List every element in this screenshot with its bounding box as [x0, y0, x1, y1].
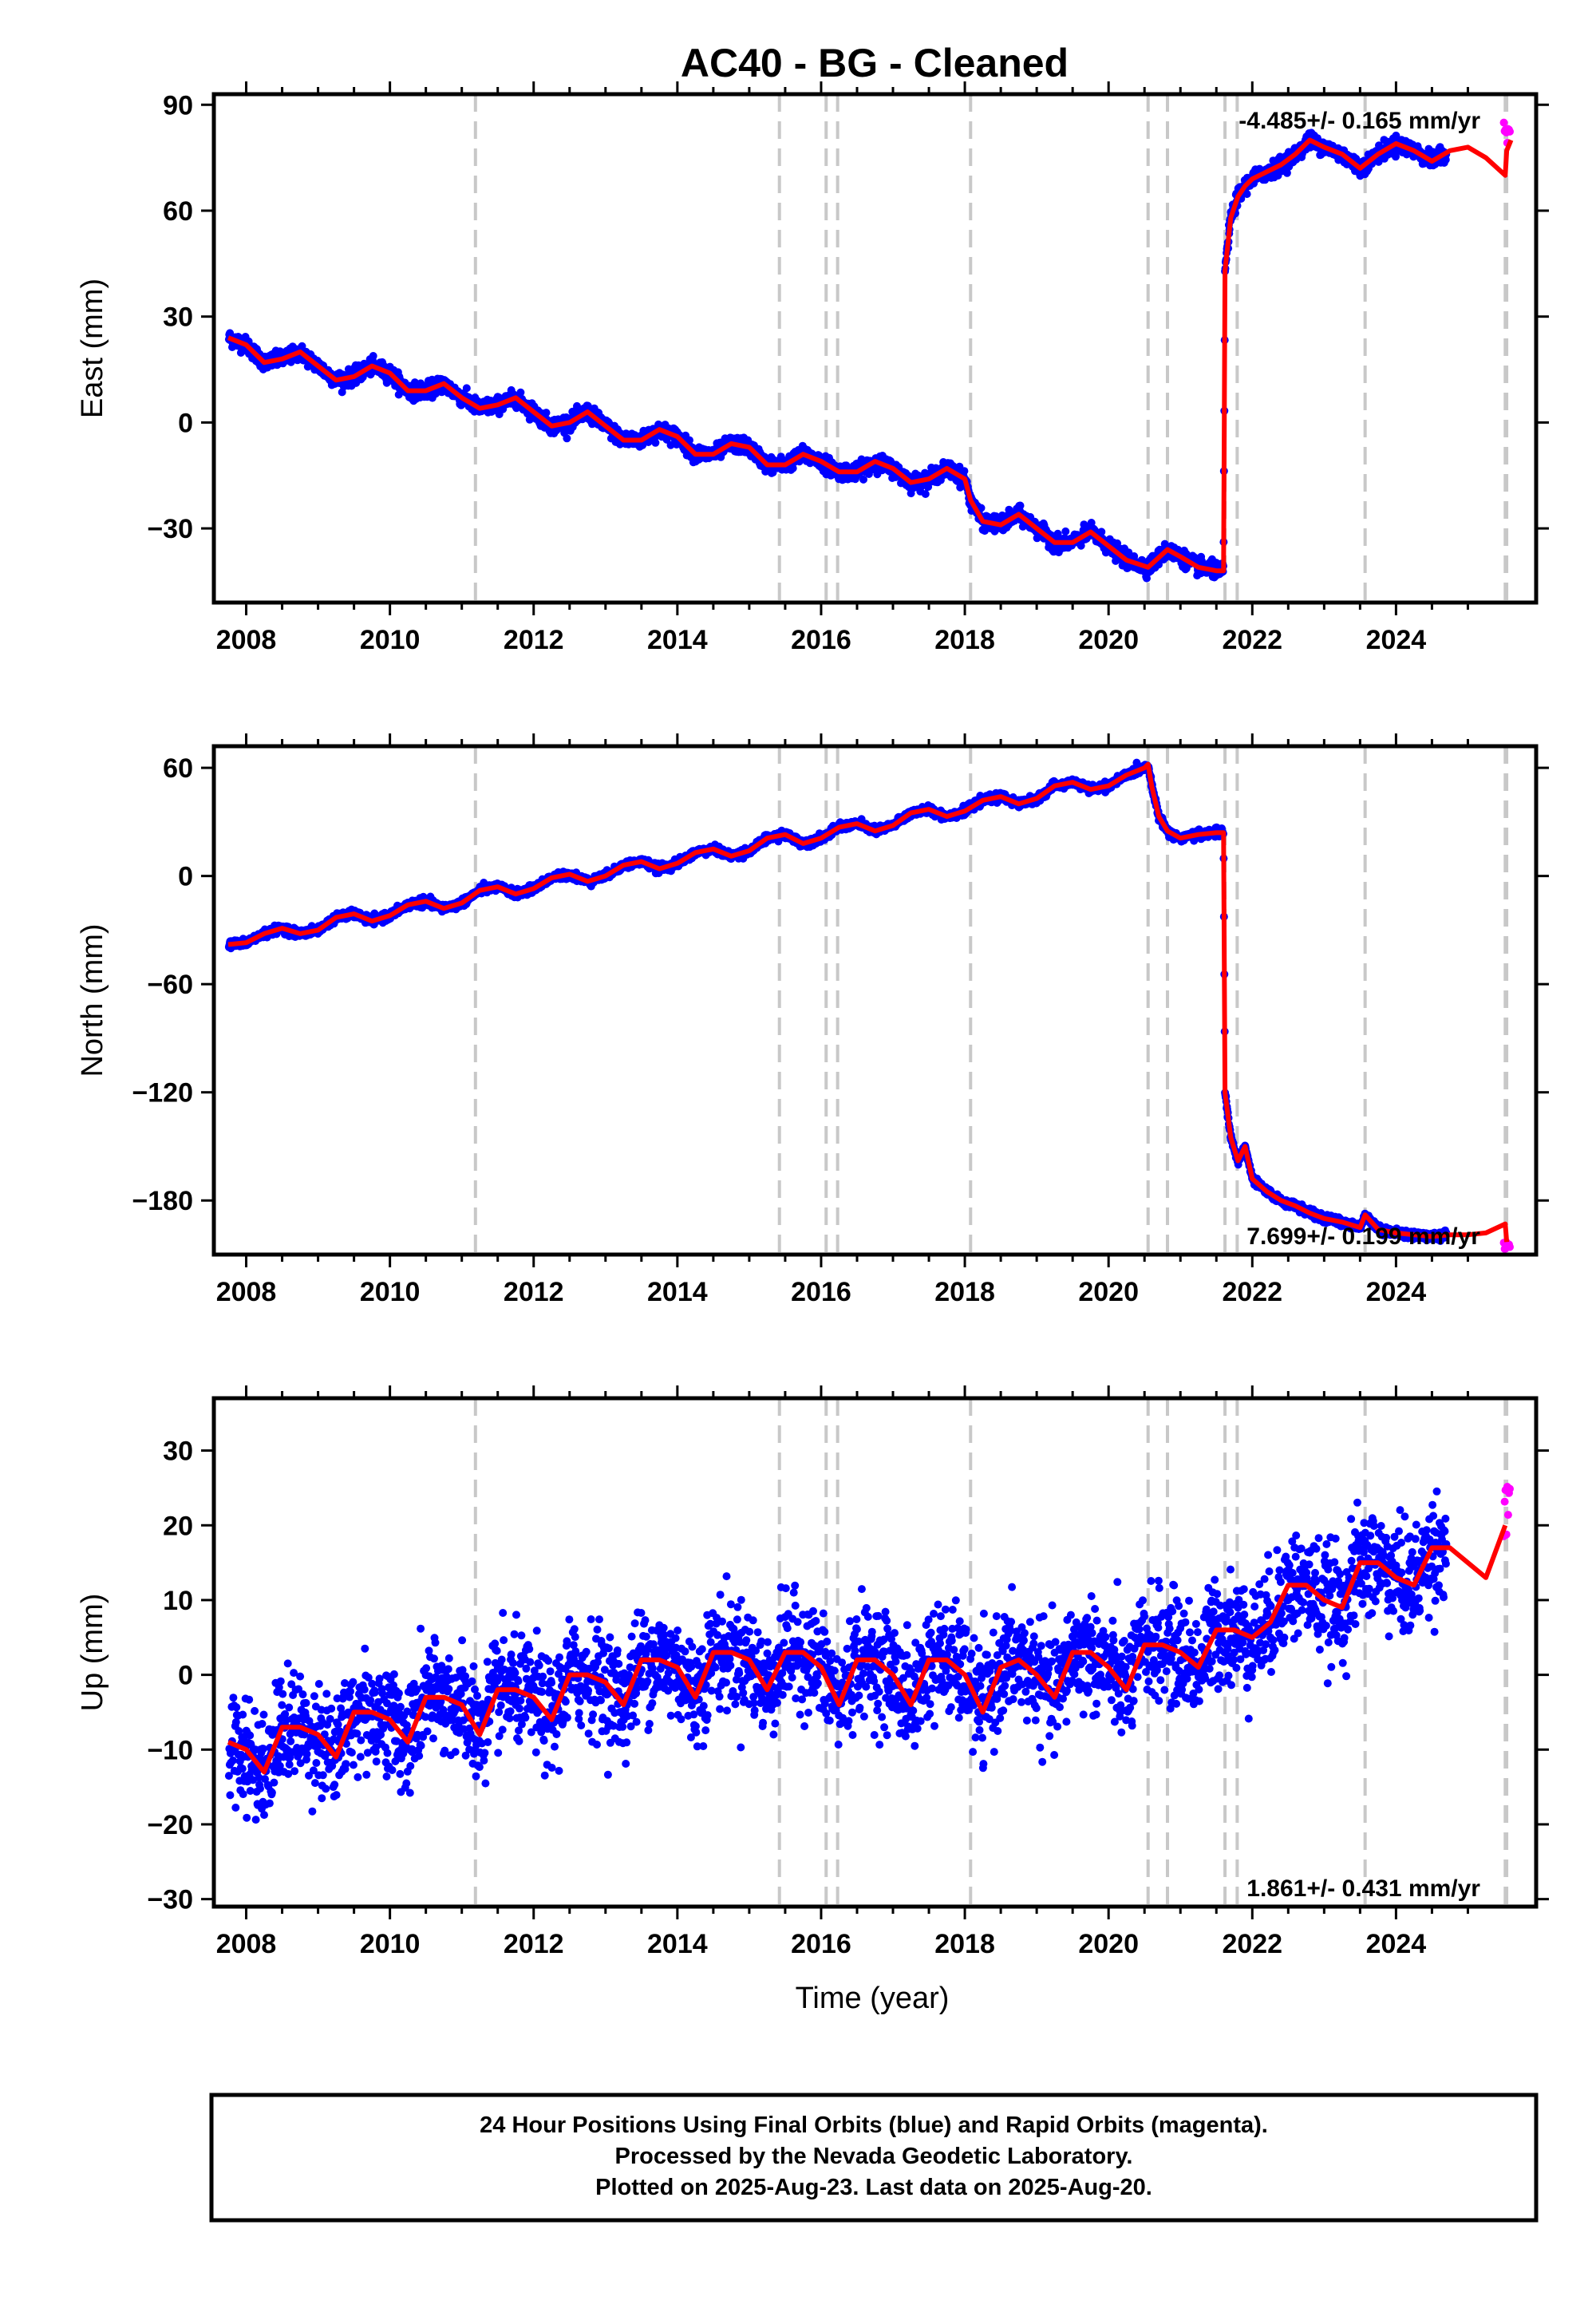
x-tick-label: 2016 — [791, 625, 851, 655]
model-line — [227, 137, 1514, 574]
y-tick-label: 0 — [178, 408, 193, 438]
y-tick-label: 60 — [163, 196, 193, 227]
data-point — [1392, 152, 1400, 161]
data-point — [563, 434, 571, 443]
data-point — [1261, 176, 1270, 184]
data-point — [977, 504, 986, 512]
x-tick-label: 2022 — [1222, 625, 1282, 655]
data-point — [431, 389, 440, 398]
rate-annotation: -4.485+/- 0.165 mm/yr — [1238, 108, 1480, 134]
x-tick-label: 2024 — [1366, 625, 1427, 655]
x-tick-label: 2014 — [647, 625, 708, 655]
data-point — [1097, 528, 1106, 536]
data-point — [369, 352, 377, 360]
y-tick-label: −30 — [147, 514, 193, 544]
data-point — [1113, 539, 1122, 547]
north-panel: 2008 2010 2012 2014 2016 2018 2020 2022 2024−180… — [76, 733, 1549, 1307]
x-tick-label: 2018 — [934, 625, 995, 655]
data-layer — [224, 758, 1514, 1253]
rapid-point — [1499, 118, 1508, 127]
data-point — [462, 384, 471, 393]
figure-title: AC40 - BG - Cleaned — [681, 41, 1069, 85]
x-tick-label: 2010 — [360, 625, 421, 655]
data-point — [859, 475, 867, 484]
data-point — [1143, 574, 1151, 583]
east-panel: 2008 2010 2012 2014 2016 2018 2020 2022 2024 −30 0… — [76, 81, 1549, 655]
data-point — [921, 490, 930, 498]
data-point — [542, 409, 551, 417]
y-tick-label: 30 — [163, 302, 193, 333]
data-point — [1087, 519, 1096, 527]
y-axis-label: East (mm) — [76, 279, 109, 418]
data-point — [864, 470, 873, 478]
y-tick-label: 90 — [163, 90, 193, 121]
x-tick-label: 2012 — [504, 625, 564, 655]
data-point — [666, 441, 675, 449]
data-point — [788, 464, 797, 472]
data-point — [298, 342, 306, 350]
data-point — [516, 388, 525, 397]
data-layer — [224, 118, 1514, 583]
data-point — [960, 467, 969, 476]
panel-frame — [211, 92, 1539, 605]
x-tick-label: 2008 — [216, 625, 277, 655]
data-point — [1282, 168, 1291, 177]
data-point — [1016, 501, 1025, 510]
x-tick-label: 2020 — [1078, 625, 1139, 655]
data-point — [1242, 190, 1251, 199]
data-point — [651, 438, 660, 447]
rapid-point — [1506, 127, 1514, 136]
data-point — [1061, 527, 1070, 536]
